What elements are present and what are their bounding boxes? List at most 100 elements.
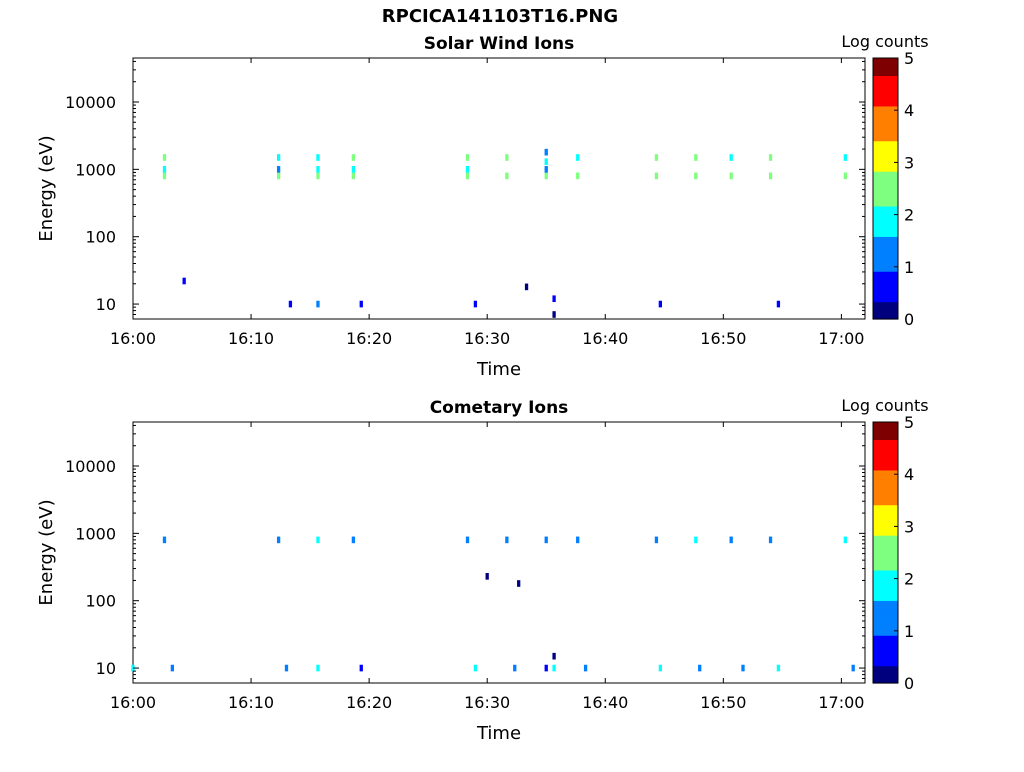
heatmap-cell: [505, 154, 509, 161]
colorbar-segment: [873, 88, 898, 94]
heatmap-cell: [513, 664, 517, 672]
colorbar-segment: [873, 275, 898, 281]
heatmap-cell: [776, 664, 781, 672]
colorbar-segment: [873, 600, 898, 606]
heatmap-cell: [843, 172, 847, 180]
heatmap-cell: [694, 172, 698, 180]
heatmap-cell: [316, 536, 320, 544]
heatmap-cell: [654, 172, 659, 180]
colorbar-segment: [873, 509, 898, 514]
heatmap-cell: [544, 158, 548, 165]
heatmap-cell: [465, 172, 470, 180]
heatmap-cell: [162, 172, 167, 180]
heatmap-cell: [276, 166, 281, 173]
colorbar-tick-label: 4: [904, 101, 914, 120]
heatmap-cell: [729, 154, 733, 161]
heatmap-cell: [654, 536, 659, 544]
heatmap-cell: [524, 283, 529, 291]
heatmap-cell: [843, 154, 847, 161]
colorbar-tick-label: 5: [904, 49, 914, 68]
y-tick-label: 10: [96, 295, 116, 314]
colorbar-segment: [873, 153, 898, 159]
colorbar-segment: [873, 158, 898, 163]
colorbar-segment: [873, 495, 898, 501]
colorbar-segment: [873, 669, 898, 675]
colorbar-segment: [873, 79, 898, 85]
colorbar-segment: [873, 249, 898, 255]
panel-title: Solar Wind Ions: [424, 34, 575, 54]
heatmap-cell: [552, 652, 556, 660]
colorbar-segment: [873, 162, 898, 168]
colorbar-segment: [873, 478, 898, 484]
colorbar-tick-label: 3: [904, 153, 914, 172]
heatmap-cell: [517, 580, 521, 587]
y-tick-label: 10000: [65, 457, 116, 476]
colorbar-segment: [873, 227, 898, 233]
colorbar-segment: [873, 301, 898, 307]
colorbar-segment: [873, 500, 898, 506]
heatmap-cell: [552, 295, 556, 303]
x-tick-label: 16:50: [700, 329, 746, 348]
colorbar-segment: [873, 643, 898, 649]
heatmap-cell: [544, 664, 548, 672]
colorbar-segment: [873, 236, 898, 242]
colorbar-segment: [873, 617, 898, 623]
heatmap-cell: [843, 536, 847, 544]
x-tick-label: 16:30: [464, 693, 510, 712]
colorbar-segment: [873, 426, 898, 432]
colorbar-label: Log counts: [841, 32, 928, 51]
colorbar-segment: [873, 456, 898, 462]
y-tick-label: 10000: [65, 93, 116, 112]
colorbar-segment: [873, 622, 898, 628]
heatmap-cell: [694, 536, 698, 544]
colorbar-segment: [873, 92, 898, 98]
heatmap-cell: [658, 664, 663, 672]
heatmap-cell: [351, 172, 356, 180]
colorbar-segment: [873, 75, 898, 81]
x-axis-label: Time: [476, 359, 521, 380]
y-tick-label: 100: [85, 228, 116, 247]
heatmap-cell: [658, 300, 663, 308]
heatmap-cell: [276, 172, 281, 180]
plot-area: [132, 57, 866, 320]
colorbar-segment: [873, 678, 898, 684]
heatmap-cell: [162, 536, 167, 544]
heatmap-cell: [851, 664, 855, 672]
colorbar-tick-label: 1: [904, 258, 914, 277]
heatmap-cell: [316, 154, 320, 161]
colorbar-tick-label: 0: [904, 674, 914, 693]
colorbar-segment: [873, 613, 898, 619]
x-tick-label: 16:40: [582, 693, 628, 712]
colorbar-segment: [873, 131, 898, 137]
heatmap-cell: [576, 172, 580, 180]
colorbar-segment: [873, 561, 898, 567]
colorbar-segment: [873, 626, 898, 632]
y-tick-label: 1000: [75, 160, 116, 179]
colorbar-segment: [873, 166, 898, 172]
colorbar-segment: [873, 136, 898, 142]
colorbar-segment: [873, 62, 898, 68]
colorbar-segment: [873, 123, 898, 129]
heatmap-cell: [182, 277, 186, 285]
colorbar-segment: [873, 218, 898, 224]
x-tick-label: 17:00: [818, 693, 864, 712]
heatmap-cell: [170, 664, 175, 672]
heatmap-cell: [544, 536, 548, 544]
colorbar-segment: [873, 118, 898, 124]
colorbar-segment: [873, 569, 898, 575]
heatmap-cell: [544, 172, 548, 180]
y-tick-label: 100: [85, 592, 116, 611]
x-tick-label: 16:10: [228, 329, 274, 348]
colorbar-segment: [873, 110, 898, 116]
colorbar-segment: [873, 487, 898, 493]
heatmap-cell: [485, 573, 489, 580]
heatmap-cell: [505, 536, 509, 544]
colorbar-segment: [873, 461, 898, 467]
colorbar-segment: [873, 175, 898, 181]
chart-panel-2: Cometary Ions 16:00 16:10 16:20 16:30 16:40 16…: [36, 396, 929, 744]
colorbar-segment: [873, 127, 898, 133]
plot-area: [132, 421, 866, 684]
heatmap-cell: [729, 172, 733, 180]
